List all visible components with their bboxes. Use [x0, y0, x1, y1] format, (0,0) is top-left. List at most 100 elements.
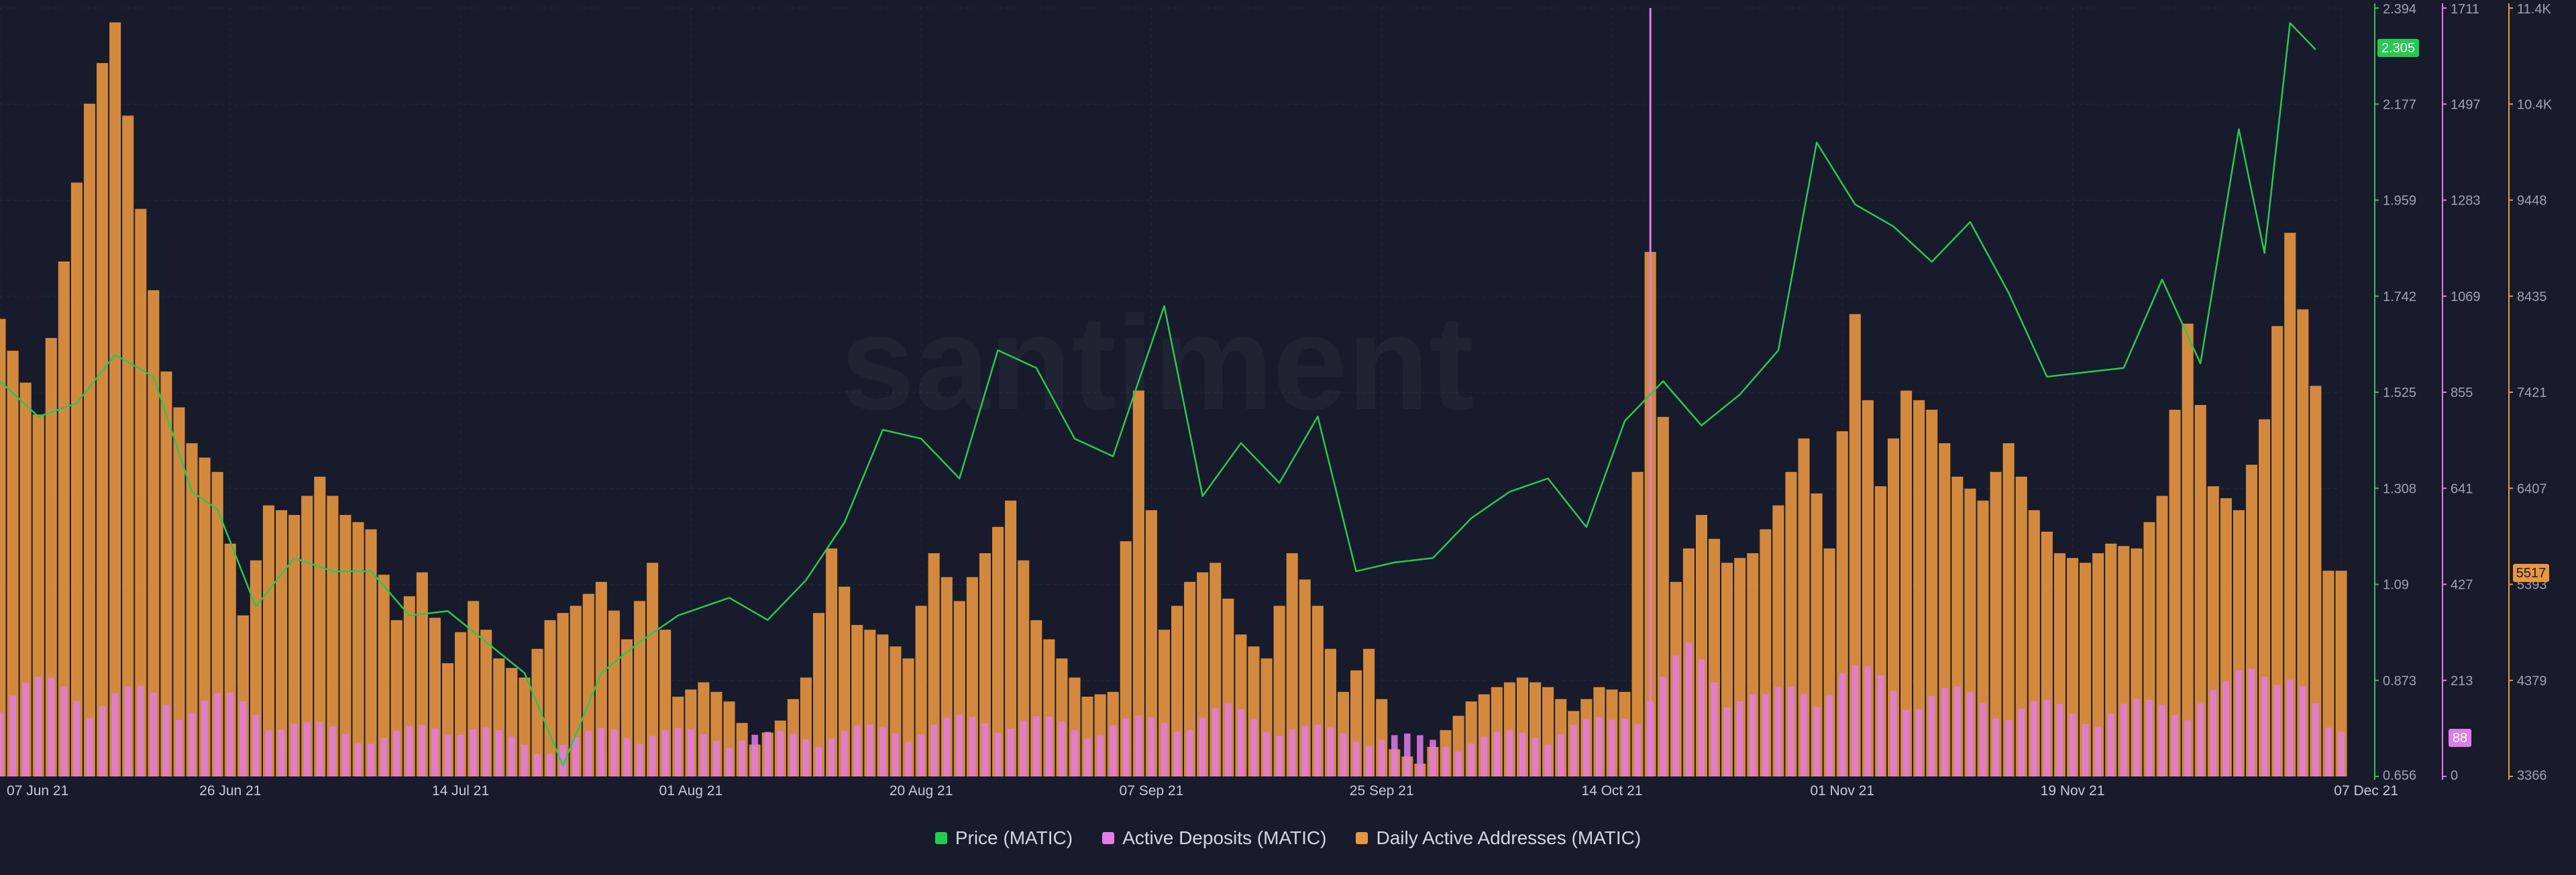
deposit-bar — [1672, 655, 1680, 776]
deposit-bar — [457, 734, 464, 776]
deposit-bar — [623, 738, 631, 776]
legend-swatch-deposits — [1102, 832, 1115, 844]
axes-layer: 2.394 2.177 1.959 1.742 1.525 1.308 1.09 0.873 0… — [2374, 2, 2553, 783]
deposit-bar — [726, 748, 733, 776]
deposit-bar — [879, 727, 886, 776]
deposit-bar — [585, 730, 592, 776]
deposit-bar — [2121, 703, 2127, 776]
daa-bar — [2015, 476, 2027, 776]
legend-item-price[interactable]: Price (MATIC) — [934, 827, 1073, 849]
deposit-bar — [1557, 734, 1564, 776]
deposit-bar — [1352, 742, 1360, 776]
axis-label-deposits: 427 — [2451, 578, 2473, 593]
x-tick-label: 14 Jul 21 — [432, 783, 489, 799]
axis-label-price: 1.742 — [2383, 290, 2416, 304]
x-tick-label: 25 Sep 21 — [1350, 783, 1414, 799]
deposit-bar — [1902, 709, 1910, 776]
deposit-bar — [1621, 719, 1628, 776]
legend: Price (MATIC) Active Deposits (MATIC) Da… — [0, 823, 2576, 853]
daa-bar — [928, 553, 940, 776]
daa-bar — [2310, 386, 2322, 776]
axis-label-deposits: 1069 — [2451, 290, 2481, 304]
deposit-bar — [2146, 699, 2153, 776]
legend-item-daa[interactable]: Daily Active Addresses (MATIC) — [1356, 827, 1641, 849]
price-line — [0, 22, 2316, 767]
daa-bar — [19, 382, 32, 776]
axis-label-deposits: 1497 — [2451, 97, 2481, 112]
price-current-value: 2.305 — [2381, 41, 2415, 56]
daa-current-badge-bg — [2513, 564, 2549, 582]
deposits-current-badge-bg — [2449, 729, 2471, 747]
deposit-bar — [572, 736, 579, 776]
daa-bar — [992, 526, 1004, 776]
deposit-bar — [598, 727, 605, 776]
daa-bar — [327, 495, 339, 776]
deposit-bar — [1199, 717, 1206, 776]
daa-current-badge: 5517 — [2513, 564, 2549, 582]
deposit-bar — [1084, 738, 1091, 776]
deposit-bar — [1660, 677, 1667, 776]
deposit-bar — [1161, 722, 1168, 776]
deposit-bar — [1186, 730, 1193, 776]
x-tick-label: 14 Oct 21 — [1581, 783, 1642, 799]
deposit-bar — [1596, 717, 1603, 776]
daa-bar — [148, 290, 160, 777]
deposit-bar — [802, 739, 810, 776]
deposit-bar — [841, 730, 848, 776]
daa-bar — [647, 563, 659, 776]
deposit-bar — [1775, 687, 1782, 776]
deposit-bar — [828, 738, 835, 776]
deposit-bar — [2031, 701, 2038, 776]
axis-label-daa: 4379 — [2517, 674, 2547, 689]
deposit-bar — [1813, 707, 1820, 776]
daa-bar — [122, 115, 134, 776]
deposit-bar — [1276, 736, 1283, 776]
axis-label-daa: 7421 — [2517, 386, 2547, 400]
deposit-bar — [892, 733, 899, 776]
grid-layer — [0, 7, 2342, 777]
deposit-bar — [994, 733, 1002, 776]
axis-label-price: 1.959 — [2383, 194, 2416, 209]
axis-label-daa: 3366 — [2517, 768, 2547, 783]
daa-bar — [2169, 410, 2181, 776]
deposit-bar — [1928, 696, 1935, 776]
daa-bar — [1005, 500, 1017, 776]
deposit-bar — [1954, 687, 1961, 776]
axis-label-daa: 8435 — [2517, 290, 2547, 304]
deposit-bar — [2069, 713, 2076, 776]
deposit-bar — [431, 728, 439, 776]
daa-bar — [2271, 326, 2284, 776]
daa-bar — [301, 495, 313, 776]
deposit-bar — [2286, 679, 2294, 776]
deposit-bar — [368, 744, 374, 776]
deposit-bar — [1749, 694, 1756, 776]
deposit-bar — [201, 700, 208, 776]
deposit-bar — [1877, 675, 1884, 776]
deposit-bar — [2312, 703, 2319, 776]
daa-bar — [1145, 510, 1157, 776]
deposit-bar — [956, 715, 963, 776]
deposit-bar — [48, 678, 55, 776]
deposit-bar — [2082, 723, 2089, 776]
daa-bar — [199, 457, 211, 776]
deposit-bar — [1570, 725, 1577, 776]
deposit-bar — [99, 705, 106, 776]
deposit-bar — [610, 729, 618, 776]
daa-bar — [813, 613, 825, 776]
deposit-bar — [764, 732, 771, 776]
deposit-bar — [124, 686, 131, 776]
daa-bar — [58, 261, 70, 776]
deposit-bar — [1980, 703, 1986, 776]
axis-label-price: 0.873 — [2383, 674, 2416, 689]
deposit-bar — [214, 693, 221, 776]
price-current-badge: 2.305 — [2377, 39, 2419, 57]
daa-bar — [365, 529, 377, 776]
watermark: santiment — [841, 288, 1474, 438]
daa-bar — [839, 586, 851, 776]
legend-item-deposits[interactable]: Active Deposits (MATIC) — [1102, 827, 1326, 849]
deposit-bar — [547, 754, 553, 776]
deposit-bar — [2056, 704, 2063, 776]
daa-bar — [1849, 314, 1861, 776]
deposit-bar — [2273, 685, 2281, 776]
